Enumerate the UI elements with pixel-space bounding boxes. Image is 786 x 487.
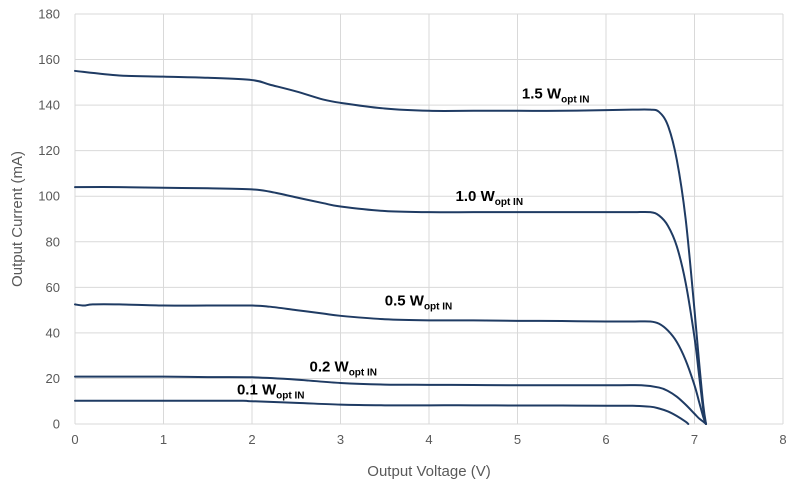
x-tick-label: 7 <box>691 432 698 447</box>
y-tick-label: 80 <box>46 234 60 249</box>
series-label-2: 0.5 Wopt IN <box>385 293 453 313</box>
y-tick-label: 120 <box>38 143 60 158</box>
x-tick-label: 0 <box>71 432 78 447</box>
y-tick-label: 60 <box>46 280 60 295</box>
y-tick-label: 40 <box>46 325 60 340</box>
series-label-1: 1.0 Wopt IN <box>456 188 524 208</box>
x-tick-label: 4 <box>425 432 432 447</box>
series-labels: 1.5 Wopt IN 1.0 Wopt IN 0.5 Wopt IN 0.2 Wop… <box>237 85 589 401</box>
x-tick-label: 3 <box>337 432 344 447</box>
y-tick-label: 180 <box>38 7 60 22</box>
y-tick-label: 0 <box>53 417 60 432</box>
x-axis-title: Output Voltage (V) <box>367 463 490 480</box>
x-tick-label: 8 <box>779 432 786 447</box>
x-tick-label: 2 <box>248 432 255 447</box>
series-line-2 <box>74 303 707 425</box>
y-axis-title: Output Current (mA) <box>9 151 26 287</box>
series-line-3 <box>74 375 707 425</box>
y-tick-label: 20 <box>46 371 60 386</box>
series-line-1 <box>74 186 707 425</box>
y-tick-label: 160 <box>38 52 60 67</box>
series-lines <box>74 69 707 425</box>
x-tick-label: 5 <box>514 432 521 447</box>
x-tick-label: 1 <box>160 432 167 447</box>
series-line-4 <box>74 399 690 425</box>
y-tick-label: 140 <box>38 98 60 113</box>
y-tick-label: 100 <box>38 189 60 204</box>
gridlines <box>74 13 784 425</box>
series-label-0: 1.5 Wopt IN <box>522 85 590 105</box>
series-label-4: 0.1 Wopt IN <box>237 381 305 401</box>
series-line-0 <box>74 69 707 425</box>
series-label-3: 0.2 Wopt IN <box>310 359 378 379</box>
x-tick-label: 6 <box>602 432 609 447</box>
